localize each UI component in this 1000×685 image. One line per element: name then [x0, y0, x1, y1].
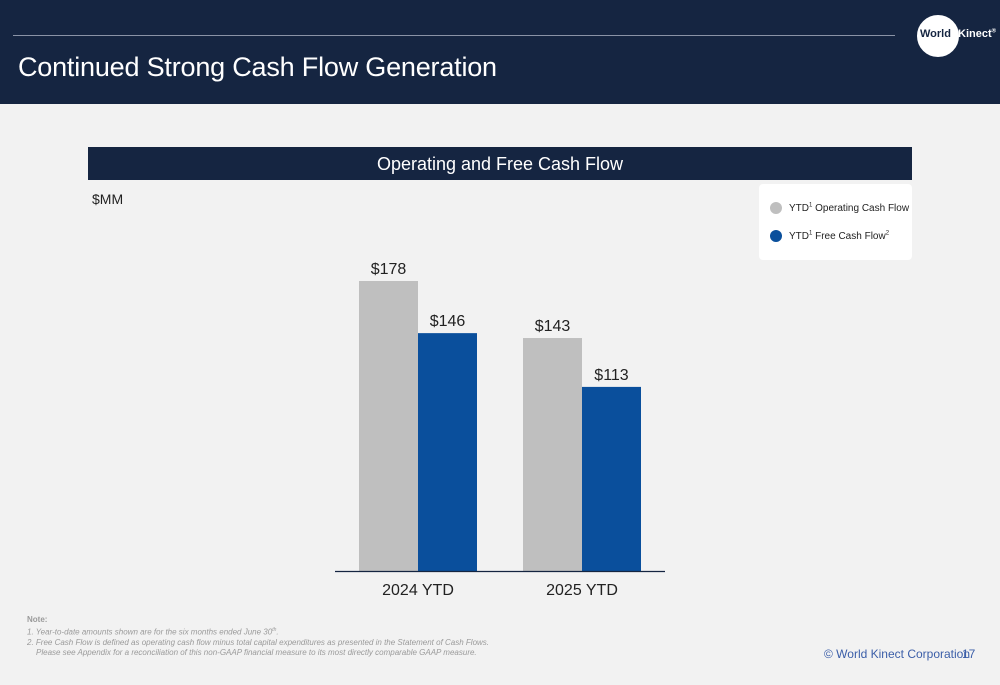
legend-item-operating-cash-flow: YTD1 Operating Cash Flow [770, 199, 909, 217]
page-number: 17 [962, 647, 976, 661]
legend-swatch-operating [770, 202, 782, 214]
logo-word-world: World [920, 28, 951, 40]
data-label-free-1: $113 [594, 367, 629, 384]
footnote-1-text: 1. Year-to-date amounts shown are for th… [27, 627, 273, 637]
copyright-text: © World Kinect Corporation [824, 647, 971, 661]
footnote-2: 2. Free Cash Flow is defined as operatin… [27, 637, 490, 647]
legend-free-sup: 1 [809, 230, 813, 237]
legend-label-free: YTD1 Free Cash Flow2 [789, 230, 890, 242]
legend-item-free-cash-flow: YTD1 Free Cash Flow2 [770, 227, 889, 245]
slide-title: Continued Strong Cash Flow Generation [18, 52, 497, 82]
footnote-1: 1. Year-to-date amounts shown are for th… [27, 625, 489, 638]
logo-registered-mark: ® [991, 28, 997, 35]
category-label-1: 2025 YTD [546, 582, 618, 599]
world-kinect-logo: World Kinect® [917, 15, 997, 59]
footnote-heading: Note: [27, 615, 48, 624]
footnote-1-sup: th [272, 627, 277, 633]
footnote-1-end: . [276, 627, 279, 637]
category-label-0: 2024 YTD [382, 582, 454, 599]
units-label: $MM [92, 191, 124, 207]
legend-label-operating: YTD1 Operating Cash Flow [789, 202, 910, 214]
legend-swatch-free [770, 230, 782, 242]
legend-operating-text: Operating Cash Flow [812, 202, 910, 214]
logo-kinect-text: Kinect [958, 28, 992, 40]
cash-flow-bar-chart: $178 $146 2024 YTD $143 $113 2025 YTD [335, 261, 665, 599]
legend-free-prefix: YTD [789, 230, 809, 242]
footnote-3: Please see Appendix for a reconciliation… [36, 647, 477, 657]
legend-free-sup2: 2 [885, 230, 890, 237]
chart-legend: YTD1 Operating Cash Flow YTD1 Free Cash … [759, 184, 912, 260]
chart-title-banner: Operating and Free Cash Flow [88, 147, 912, 180]
header-bar: Continued Strong Cash Flow Generation Wo… [0, 0, 1000, 104]
footnotes: Note: 1. Year-to-date amounts shown are … [27, 615, 489, 658]
data-label-free-0: $146 [430, 313, 466, 330]
data-label-operating-0: $178 [371, 261, 407, 278]
legend-operating-sup: 1 [809, 202, 813, 209]
data-label-operating-1: $143 [535, 318, 571, 335]
bar-operating-0 [359, 281, 418, 571]
bar-free-0 [418, 333, 477, 571]
bar-free-1 [582, 386, 641, 571]
legend-operating-prefix: YTD [789, 202, 809, 214]
chart-title: Operating and Free Cash Flow [376, 154, 624, 174]
header-divider [13, 35, 895, 36]
logo-circle [917, 15, 959, 57]
legend-free-text: Free Cash Flow [812, 230, 886, 242]
bar-operating-1 [523, 338, 582, 571]
logo-word-kinect: Kinect® [958, 28, 996, 40]
